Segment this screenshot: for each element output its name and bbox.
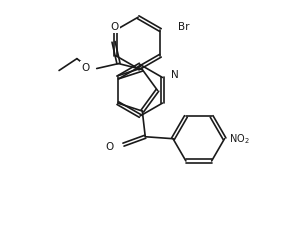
Text: NO$_2$: NO$_2$ <box>230 132 250 146</box>
Text: Br: Br <box>178 22 190 32</box>
Text: O: O <box>111 22 119 32</box>
Text: O: O <box>82 63 90 72</box>
Text: N: N <box>171 70 179 81</box>
Text: O: O <box>105 142 114 152</box>
